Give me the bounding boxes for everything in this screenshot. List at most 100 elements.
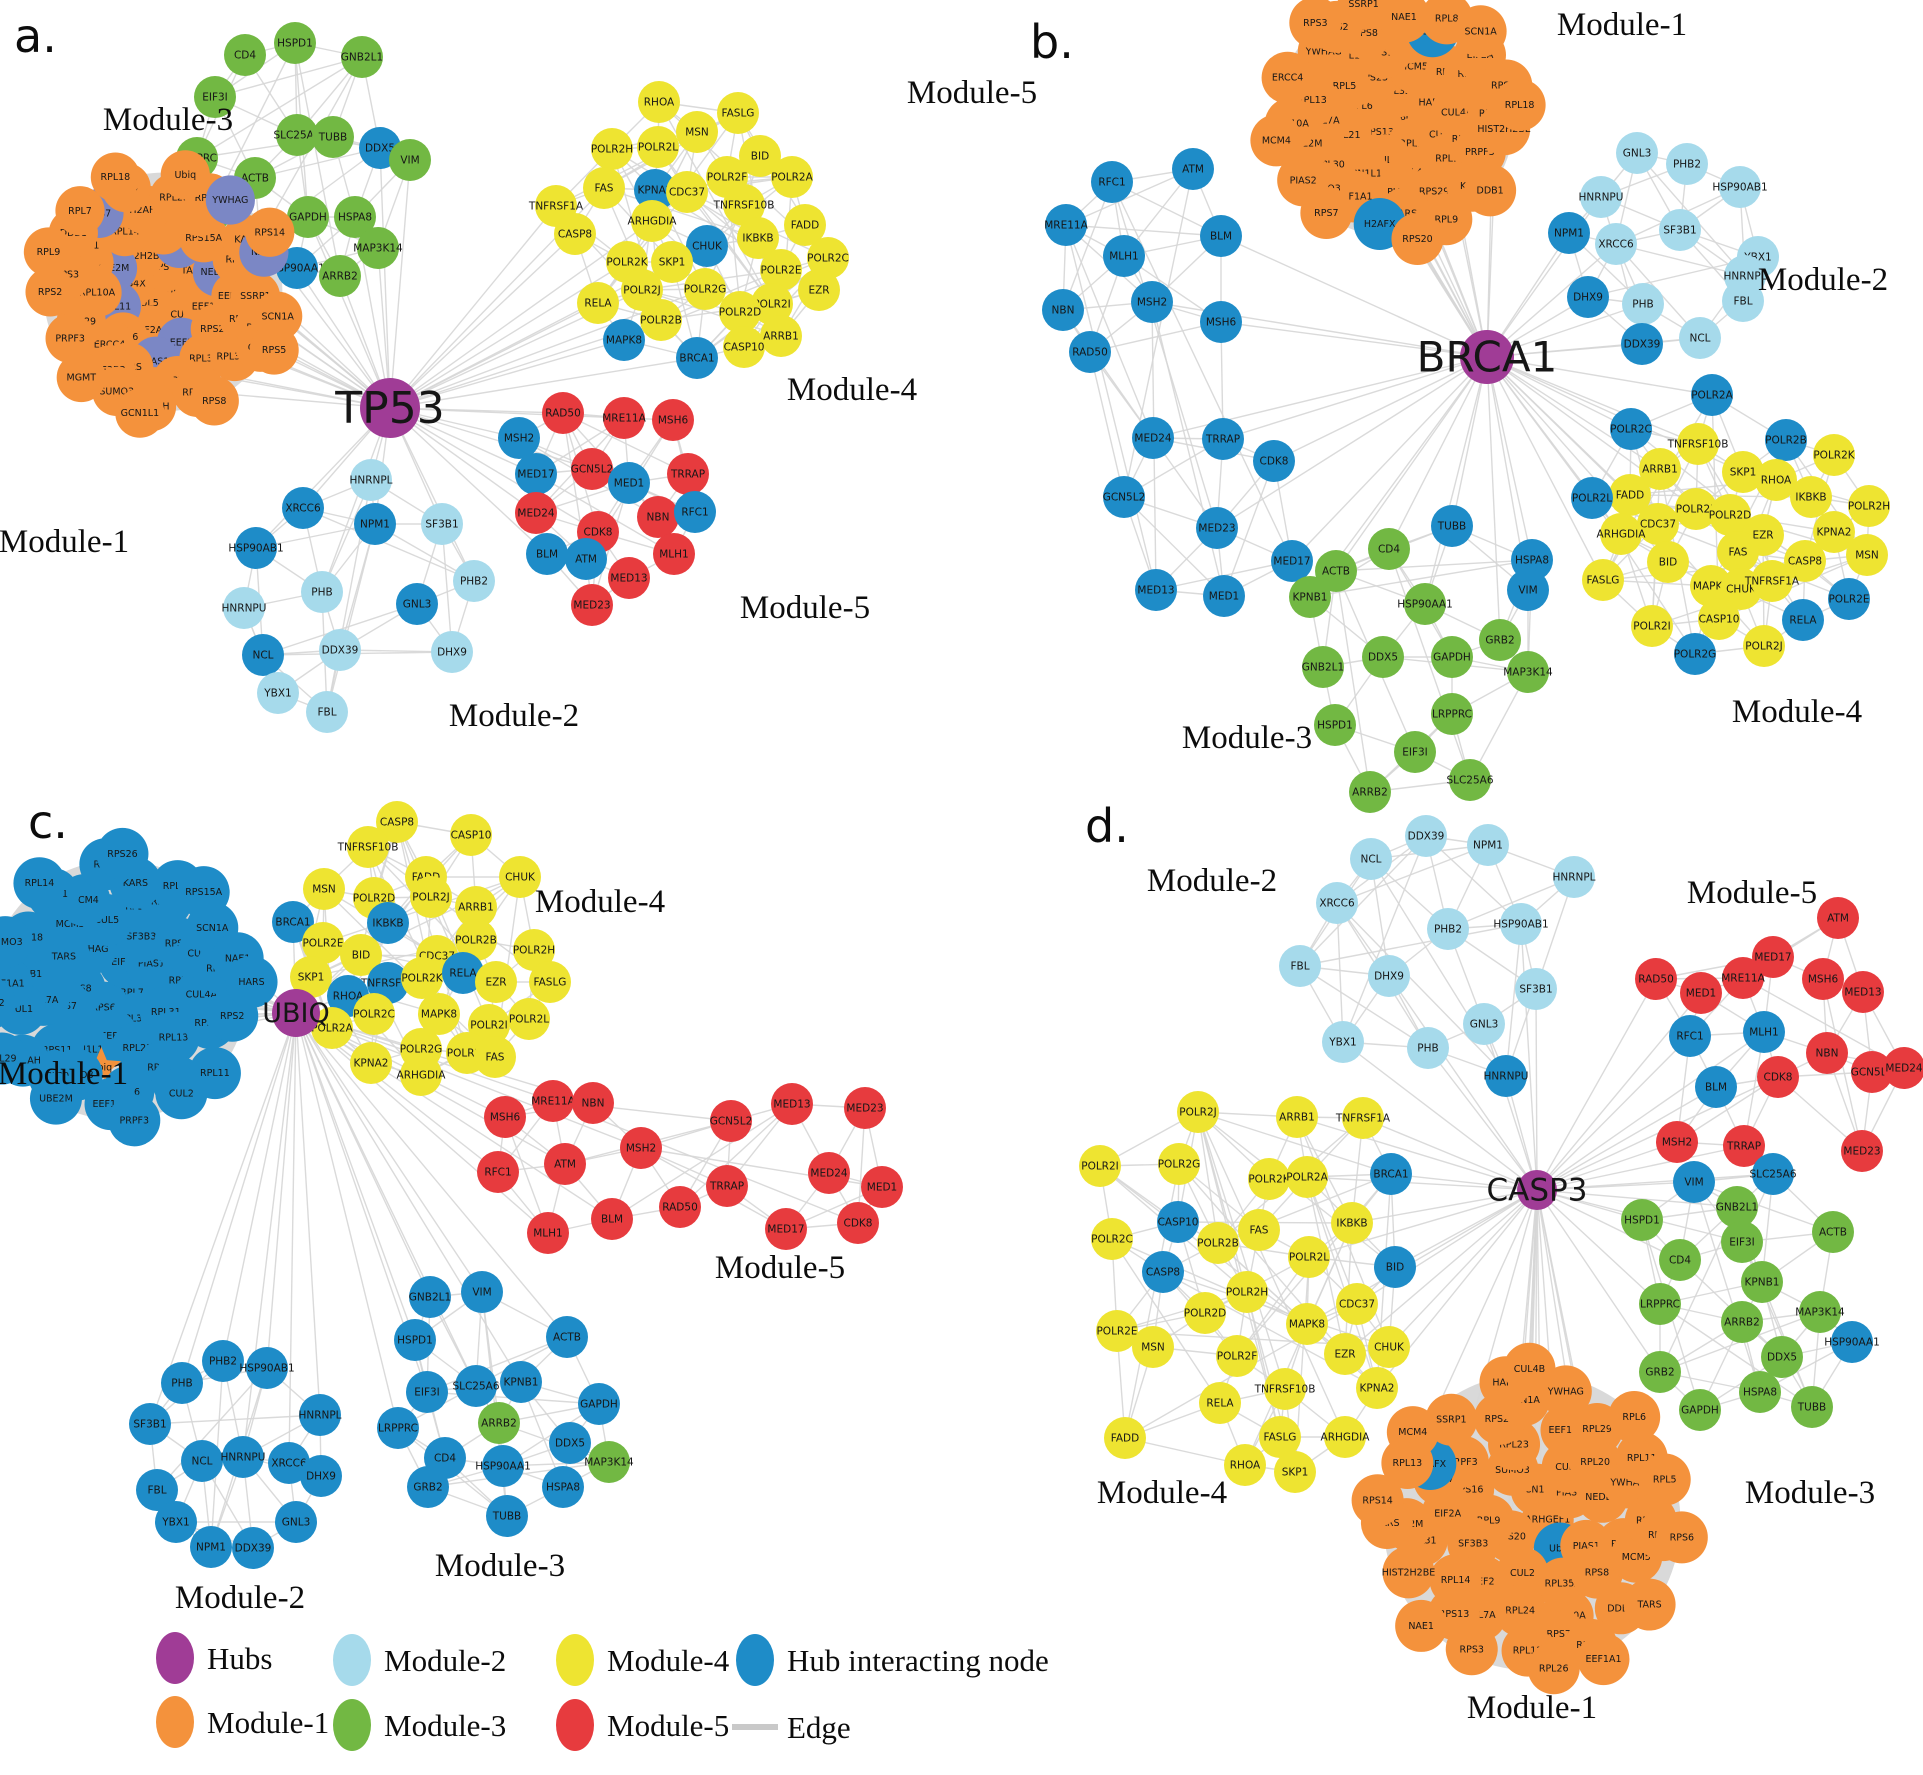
node-PHB2 <box>202 1340 244 1382</box>
node-label-POLR2A: POLR2A <box>1286 1171 1328 1183</box>
node-label-RPS15A: RPS15A <box>185 233 222 244</box>
node-label-MAPK8: MAPK8 <box>1289 1318 1325 1330</box>
node-ARHGDIA <box>1600 513 1642 555</box>
node-label-EIF2A: EIF2A <box>1434 1509 1461 1520</box>
node-ARRB1 <box>1639 448 1681 490</box>
node-label-Ubiq: Ubiq <box>174 170 196 181</box>
node-label-NPM1: NPM1 <box>1554 227 1584 239</box>
node-POLR2C <box>1091 1218 1133 1260</box>
node-label-RPS13: RPS13 <box>1439 1609 1469 1620</box>
node-label-MCM5: MCM5 <box>1622 1552 1651 1563</box>
node-label-XRCC6: XRCC6 <box>271 1457 307 1469</box>
node-RPS6 <box>1655 1511 1708 1564</box>
node-label-CDC37: CDC37 <box>1640 518 1676 530</box>
node-POLR2J <box>1177 1091 1219 1133</box>
node-HSP90AB1 <box>246 1347 288 1389</box>
node-label-RPL14: RPL14 <box>110 227 140 238</box>
node-label-YWHAG: YWHAG <box>71 944 108 955</box>
node-RPL14 <box>13 857 66 910</box>
node-label-RPS26: RPS26 <box>107 849 137 860</box>
node-label-SLC25A6: SLC25A6 <box>1446 774 1493 786</box>
node-BLM <box>591 1198 633 1240</box>
node-HARS <box>225 955 278 1008</box>
panel-letter-d: d. <box>1085 799 1129 853</box>
node-label-PHB: PHB <box>1417 1042 1438 1054</box>
node-FADD <box>784 204 826 246</box>
node-MED24 <box>515 492 557 534</box>
node-label-CHUK: CHUK <box>1374 1341 1405 1353</box>
node-label-PIAS1: PIAS1 <box>138 959 165 970</box>
node-ARHGDIA <box>631 200 673 242</box>
node-label-RPL7: RPL7 <box>68 206 92 217</box>
node-NBN <box>1042 289 1084 331</box>
node-label-MLH1: MLH1 <box>533 1227 563 1239</box>
node-label-MRE11A: MRE11A <box>1044 219 1088 231</box>
node-label-POLR2D: POLR2D <box>353 892 396 904</box>
node-MED13 <box>1842 971 1884 1013</box>
node-CASP8 <box>376 801 418 843</box>
node-label-RPS8: RPS8 <box>1585 1568 1609 1579</box>
node-label-HSP90AA1: HSP90AA1 <box>1824 1336 1880 1348</box>
node-label-RPL13: RPL13 <box>159 1033 189 1044</box>
node-POLR2D <box>1184 1292 1226 1334</box>
node-RHOA <box>1224 1444 1266 1486</box>
node-label-MED17: MED17 <box>517 468 554 480</box>
node-EIF3I <box>1721 1221 1763 1263</box>
node-label-FASLG: FASLG <box>1264 1431 1297 1443</box>
node-label-HARS: HARS <box>1418 97 1444 108</box>
node-DHX9 <box>1368 955 1410 997</box>
node-label-NPM1: NPM1 <box>360 518 390 530</box>
node-label-MED24: MED24 <box>810 1167 847 1179</box>
node-label-POLR2J: POLR2J <box>1745 640 1783 652</box>
node-RFC1 <box>674 491 716 533</box>
node-POLR2K <box>1248 1158 1290 1200</box>
node-label-EEF1A1: EEF1A1 <box>1585 1654 1621 1665</box>
node-label-SLC25A6: SLC25A6 <box>1749 1168 1796 1180</box>
node-label-NCL: NCL <box>252 649 273 661</box>
node-POLR2A <box>771 156 813 198</box>
node-DDX5 <box>1362 636 1404 678</box>
node-MED1 <box>861 1166 903 1208</box>
node-label-MSN: MSN <box>1141 1341 1165 1353</box>
module-label-b-Module-3: Module-3 <box>1182 720 1312 756</box>
node-label-RPL6: RPL6 <box>1622 1412 1646 1423</box>
node-TARS <box>1623 1578 1676 1631</box>
legend-swatch-m2 <box>333 1634 371 1686</box>
node-label-HIST2H2BE: HIST2H2BE <box>112 251 166 262</box>
node-label-ARHGEF1: ARHGEF1 <box>1525 1515 1570 1526</box>
node-POLR2L <box>637 126 679 168</box>
node-label-CHUK: CHUK <box>1726 583 1757 595</box>
node-label-DHX9: DHX9 <box>437 646 467 658</box>
node-label-CASP8: CASP8 <box>558 228 592 240</box>
node-UBE2M <box>29 1072 82 1125</box>
node-label-SF3B1: SF3B1 <box>425 518 458 530</box>
node-label-PIAS2: PIAS2 <box>1290 175 1317 186</box>
node-label-CASP10: CASP10 <box>724 341 765 353</box>
node-TRRAP <box>1202 418 1244 460</box>
node-label-RPL8: RPL8 <box>1435 13 1459 24</box>
node-NCL <box>1350 838 1392 880</box>
node-label-MSH2: MSH2 <box>1662 1136 1692 1148</box>
node-GNL3 <box>1616 132 1658 174</box>
node-HNRNPU <box>223 587 265 629</box>
node-HSP90AA1 <box>1831 1321 1873 1363</box>
node-TNFRSF1A <box>1751 560 1793 602</box>
node-MED13 <box>1135 569 1177 611</box>
node-HSP90AB1 <box>1500 903 1542 945</box>
node-FASLG <box>529 961 571 1003</box>
node-PRPF3 <box>45 313 95 363</box>
node-label-RPL14: RPL14 <box>1336 51 1366 62</box>
node-SUMO3 <box>0 916 32 969</box>
node-ERCC4 <box>1261 51 1314 104</box>
node-POLR2A <box>1691 374 1733 416</box>
node-label-EZR: EZR <box>1752 529 1773 541</box>
node-RPS7 <box>1300 186 1353 239</box>
node-label-MED23: MED23 <box>1843 1145 1880 1157</box>
node-label-CDC37: CDC37 <box>669 186 705 198</box>
node-MED23 <box>844 1087 886 1129</box>
node-BID <box>340 934 382 976</box>
node-RFC1 <box>1669 1015 1711 1057</box>
legend-label: Module-1 <box>207 1705 330 1740</box>
node-RELA <box>1782 599 1824 641</box>
